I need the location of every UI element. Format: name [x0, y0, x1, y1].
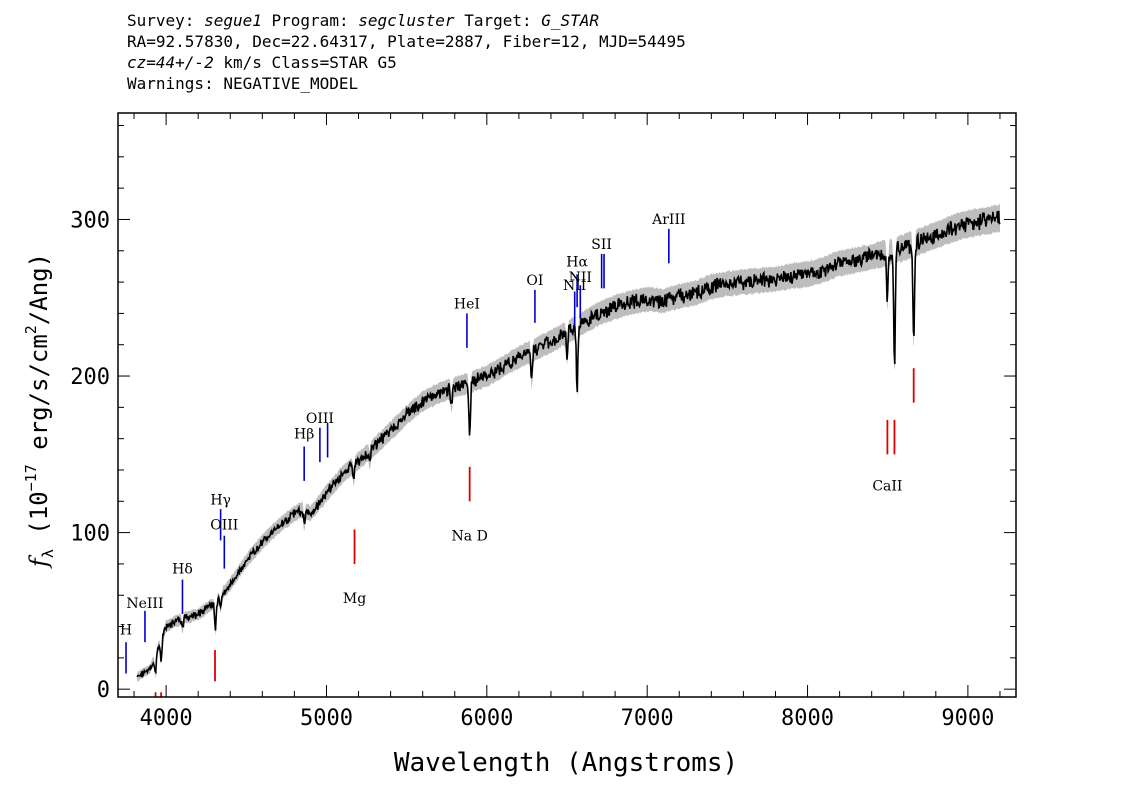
- class-value: km/s Class=STAR G5: [213, 53, 397, 72]
- line-label: Hβ: [294, 427, 314, 443]
- x-tick-label: 4000: [140, 706, 193, 731]
- redshift-value: cz=44+/-2: [127, 53, 214, 72]
- line-label: NII: [569, 270, 592, 286]
- line-label: NeIII: [126, 596, 163, 612]
- spectrum-header: Survey: segue1 Program: segcluster Targe…: [127, 10, 1027, 94]
- line-label: H: [120, 622, 132, 638]
- line-label: Hα: [566, 254, 588, 270]
- line-label: OIII: [306, 411, 334, 427]
- header-line-coordinates: RA=92.57830, Dec=22.64317, Plate=2887, F…: [127, 32, 686, 51]
- x-axis-label: Wavelength (Angstroms): [394, 748, 738, 778]
- y-label-lambda: λ: [39, 549, 57, 558]
- program-value: segcluster: [358, 11, 455, 30]
- line-label: OI: [526, 273, 543, 289]
- y-label-open: (10: [25, 491, 53, 549]
- plot-frame: [117, 112, 1017, 698]
- target-value: G_STAR: [541, 11, 600, 30]
- survey-value: segue1: [204, 11, 262, 30]
- header-line-survey: Survey: segue1 Program: segcluster Targe…: [127, 10, 1027, 31]
- line-label: ArIII: [651, 212, 685, 228]
- flux-series: [136, 210, 1001, 679]
- line-label: Hδ: [172, 561, 193, 577]
- y-tick-label: 100: [70, 522, 110, 547]
- survey-label: Survey:: [127, 11, 195, 30]
- line-label: Na D: [452, 528, 488, 544]
- x-tick-label: 8000: [781, 706, 834, 731]
- y-tick-label: 0: [97, 678, 110, 703]
- y-label-squared: 2: [22, 325, 40, 334]
- line-label: HeI: [454, 297, 480, 313]
- line-label: CaII: [872, 478, 902, 494]
- y-label-exponent: −17: [22, 464, 40, 491]
- target-label: Target:: [464, 11, 532, 30]
- y-tick-label: 300: [70, 208, 110, 233]
- y-label-units-end: /Ang): [25, 253, 53, 325]
- program-label: Program:: [271, 11, 349, 30]
- y-tick-label: 200: [70, 365, 110, 390]
- y-axis-label: fλ (10−17 erg/s/cm2/Ang): [22, 253, 57, 569]
- x-tick-label: 6000: [460, 706, 513, 731]
- line-label: Hγ: [210, 492, 231, 508]
- header-line-warnings: Warnings: NEGATIVE_MODEL: [127, 74, 359, 93]
- y-label-units: erg/s/cm: [25, 334, 53, 464]
- line-label: OIII: [210, 517, 238, 533]
- header-line-redshift: cz=44+/-2 km/s Class=STAR G5: [127, 52, 1027, 73]
- line-label: Mg: [343, 591, 366, 607]
- axis-ticks: 4000 5000 6000 7000 8000 9000 0 100 200 300: [70, 113, 1016, 731]
- x-tick-label: 7000: [621, 706, 674, 731]
- flux-line: [136, 210, 1001, 679]
- line-label: SII: [591, 237, 612, 253]
- x-tick-label: 9000: [941, 706, 994, 731]
- x-tick-label: 5000: [300, 706, 353, 731]
